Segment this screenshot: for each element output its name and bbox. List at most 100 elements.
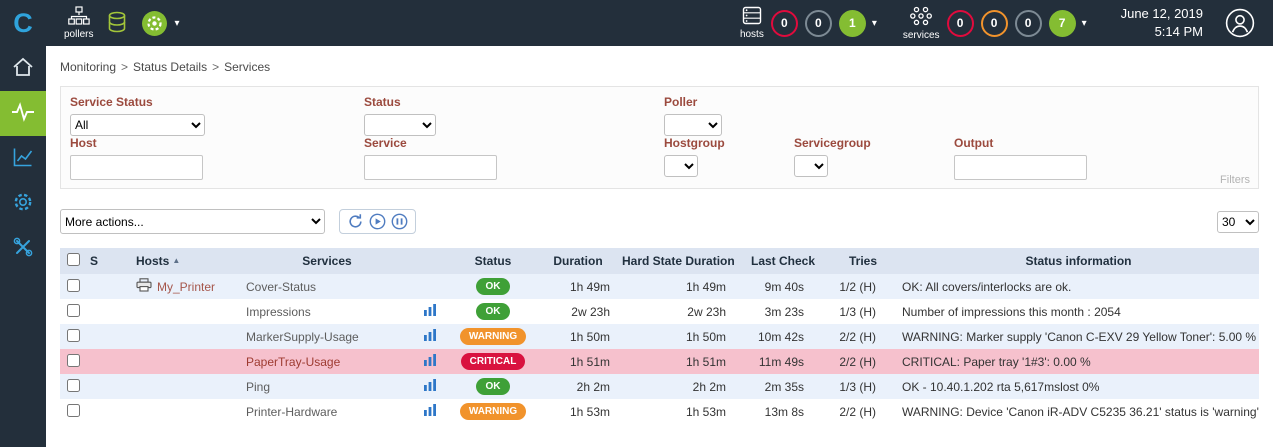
poller-config-icon[interactable] xyxy=(141,10,168,37)
hosts-unreachable-counter[interactable]: 0 xyxy=(805,10,832,37)
col-header-graph xyxy=(412,248,448,274)
table-row[interactable]: My_Printer Cover-Status OK 1h 49m 1h 49m… xyxy=(60,274,1259,299)
status-information-cell: WARNING: Marker supply 'Canon C-EXV 29 Y… xyxy=(898,324,1259,349)
more-actions-select[interactable]: More actions... xyxy=(60,209,325,234)
service-status-label: Service Status xyxy=(70,95,205,109)
service-link[interactable]: Ping xyxy=(246,380,270,394)
services-critical-counter[interactable]: 0 xyxy=(947,10,974,37)
servicegroup-select[interactable] xyxy=(794,155,828,177)
services-label: services xyxy=(903,30,940,41)
play-icon[interactable] xyxy=(369,213,386,230)
breadcrumb-monitoring[interactable]: Monitoring xyxy=(60,60,116,74)
last-check-cell: 9m 40s xyxy=(738,274,828,299)
sidebar-item-home[interactable] xyxy=(0,46,46,91)
row-checkbox[interactable] xyxy=(67,379,80,392)
service-link[interactable]: Cover-Status xyxy=(246,280,316,294)
status-information-cell: OK - 10.40.1.202 rta 5,617mslost 0% xyxy=(898,374,1259,399)
service-link[interactable]: Printer-Hardware xyxy=(246,405,337,419)
graph-icon[interactable] xyxy=(423,406,437,420)
services-menu[interactable]: services xyxy=(903,6,940,41)
table-row[interactable]: MarkerSupply-Usage WARNING 1h 50m 1h 50m… xyxy=(60,324,1259,349)
current-date: June 12, 2019 xyxy=(1121,5,1203,23)
row-checkbox[interactable] xyxy=(67,354,80,367)
service-link[interactable]: Impressions xyxy=(246,305,311,319)
service-link[interactable]: MarkerSupply-Usage xyxy=(246,330,359,344)
row-state-cell xyxy=(86,299,132,324)
breadcrumb-status-details[interactable]: Status Details xyxy=(133,60,207,74)
service-input[interactable] xyxy=(364,155,497,180)
row-state-cell xyxy=(86,324,132,349)
chevron-down-icon[interactable]: ▾ xyxy=(1082,18,1087,29)
graph-icon[interactable] xyxy=(423,306,437,320)
services-icon xyxy=(910,6,932,29)
logo-letter: C xyxy=(13,8,33,39)
col-header-status-information[interactable]: Status information xyxy=(898,248,1259,274)
service-link[interactable]: PaperTray-Usage xyxy=(246,355,340,369)
status-badge: CRITICAL xyxy=(461,353,526,370)
services-warning-counter[interactable]: 0 xyxy=(981,10,1008,37)
sidebar xyxy=(0,46,46,447)
hosts-up-counter[interactable]: 1 xyxy=(839,10,866,37)
breadcrumb-separator: > xyxy=(212,60,219,74)
pollers-menu[interactable]: pollers xyxy=(64,6,93,40)
row-checkbox[interactable] xyxy=(67,279,80,292)
select-all-checkbox[interactable] xyxy=(67,253,80,266)
home-icon xyxy=(12,57,34,80)
output-input[interactable] xyxy=(954,155,1087,180)
services-ok-counter[interactable]: 7 xyxy=(1049,10,1076,37)
host-input[interactable] xyxy=(70,155,203,180)
refresh-icon[interactable] xyxy=(347,213,364,230)
servicegroup-label: Servicegroup xyxy=(794,136,871,150)
table-row[interactable]: Impressions OK 2w 23h 2w 23h 3m 23s 1/3 … xyxy=(60,299,1259,324)
host-link[interactable]: My_Printer xyxy=(157,280,215,294)
pause-icon[interactable] xyxy=(391,213,408,230)
hosts-icon xyxy=(742,6,762,28)
col-header-last-check[interactable]: Last Check xyxy=(738,248,828,274)
tries-cell: 2/2 (H) xyxy=(828,349,898,374)
col-header-s[interactable]: S xyxy=(86,248,132,274)
graph-icon[interactable] xyxy=(423,356,437,370)
status-information-cell: OK: All covers/interlocks are ok. xyxy=(898,274,1259,299)
table-header-row: S Hosts▲ Services Status Duration Hard S… xyxy=(60,248,1259,274)
hosts-menu[interactable]: hosts xyxy=(740,6,764,40)
hosts-down-counter[interactable]: 0 xyxy=(771,10,798,37)
row-checkbox[interactable] xyxy=(67,404,80,417)
col-header-services[interactable]: Services xyxy=(242,248,412,274)
user-profile-icon[interactable] xyxy=(1225,8,1255,38)
clock: June 12, 2019 5:14 PM xyxy=(1121,5,1203,40)
status-badge: OK xyxy=(476,378,510,395)
table-row[interactable]: Printer-Hardware WARNING 1h 53m 1h 53m 1… xyxy=(60,399,1259,424)
graph-icon[interactable] xyxy=(423,331,437,345)
services-unknown-counter[interactable]: 0 xyxy=(1015,10,1042,37)
sidebar-item-monitoring[interactable] xyxy=(0,91,46,136)
graph-icon[interactable] xyxy=(423,381,437,395)
col-header-status[interactable]: Status xyxy=(448,248,538,274)
col-header-tries[interactable]: Tries xyxy=(828,248,898,274)
row-checkbox[interactable] xyxy=(67,304,80,317)
hostgroup-select[interactable] xyxy=(664,155,698,177)
centreon-logo[interactable]: C xyxy=(0,0,46,46)
row-checkbox[interactable] xyxy=(67,329,80,342)
database-icon[interactable] xyxy=(107,11,127,35)
chevron-down-icon[interactable]: ▾ xyxy=(872,18,877,29)
duration-cell: 2w 23h xyxy=(538,299,618,324)
service-status-select[interactable]: All xyxy=(70,114,205,136)
page-size-select[interactable]: 30 xyxy=(1217,211,1259,233)
last-check-cell: 13m 8s xyxy=(738,399,828,424)
table-row[interactable]: Ping OK 2h 2m 2h 2m 2m 35s 1/3 (H) OK - … xyxy=(60,374,1259,399)
status-select[interactable] xyxy=(364,114,436,136)
refresh-controls xyxy=(339,209,416,234)
sort-asc-icon: ▲ xyxy=(172,256,180,265)
col-header-duration[interactable]: Duration xyxy=(538,248,618,274)
main-content: Monitoring>Status Details>Services Servi… xyxy=(46,46,1273,424)
breadcrumb-services[interactable]: Services xyxy=(224,60,270,74)
col-header-hosts[interactable]: Hosts▲ xyxy=(132,248,242,274)
sidebar-item-reporting[interactable] xyxy=(0,136,46,181)
col-header-hard-state-duration[interactable]: Hard State Duration xyxy=(618,248,738,274)
sidebar-item-administration[interactable] xyxy=(0,226,46,271)
status-label: Status xyxy=(364,95,436,109)
poller-select[interactable] xyxy=(664,114,722,136)
sidebar-item-configuration[interactable] xyxy=(0,181,46,226)
chevron-down-icon[interactable]: ▾ xyxy=(174,18,179,29)
table-row[interactable]: PaperTray-Usage CRITICAL 1h 51m 1h 51m 1… xyxy=(60,349,1259,374)
